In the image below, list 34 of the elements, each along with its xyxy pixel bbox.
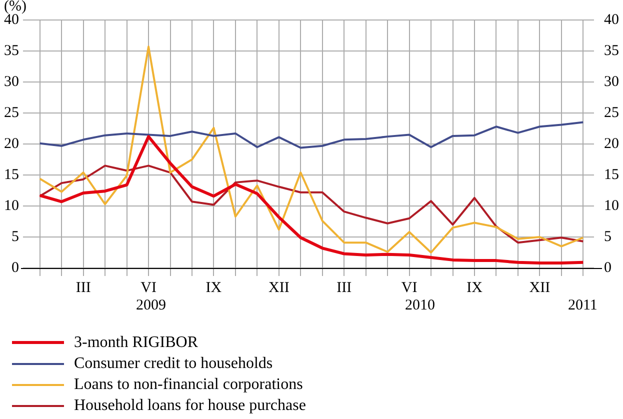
y-tick-label: 35 [4, 42, 19, 59]
y-axis-title: (%) [4, 0, 26, 14]
y2-tick-label: 25 [604, 104, 619, 121]
y-tick-label: 40 [4, 12, 19, 28]
y-tick-label: 15 [4, 166, 19, 183]
text: 2009 [136, 297, 166, 314]
legend-label: Consumer credit to households [74, 354, 273, 372]
x-tick-label: VI [140, 280, 156, 296]
text: 2010 [404, 297, 435, 314]
y-tick-label: 5 [12, 228, 19, 245]
legend-label: Household loans for house purchase [74, 396, 306, 414]
y-tick-label: 20 [4, 136, 19, 152]
x-tick-label: IX [206, 280, 222, 296]
y2-tick-label: 5 [604, 228, 612, 245]
x-tick-label: III [336, 280, 352, 296]
y2-tick-label: 35 [604, 42, 619, 59]
legend-label: Loans to non-financial corporations [74, 376, 303, 394]
legend-label: 3-month RIGIBOR [74, 334, 198, 352]
y2-tick-label: 15 [604, 166, 619, 183]
y-tick-label: 30 [4, 74, 19, 90]
y2-tick-label: 40 [604, 12, 619, 28]
text: 2011 [568, 297, 598, 314]
y-tick-label: 25 [4, 104, 19, 121]
y-tick-label: 10 [4, 198, 19, 214]
x-tick-label: XII [268, 280, 290, 296]
x-tick-label: IX [466, 280, 483, 296]
y2-tick-label: 30 [604, 74, 619, 90]
x-tick-label: III [76, 280, 91, 296]
y2-tick-label: 20 [604, 136, 619, 152]
y2-tick-label: 0 [604, 260, 612, 276]
x-tick-label: XII [529, 280, 550, 296]
y2-tick-label: 10 [604, 198, 619, 214]
x-tick-label: VI [401, 280, 418, 296]
y-tick-label: 0 [12, 260, 19, 276]
